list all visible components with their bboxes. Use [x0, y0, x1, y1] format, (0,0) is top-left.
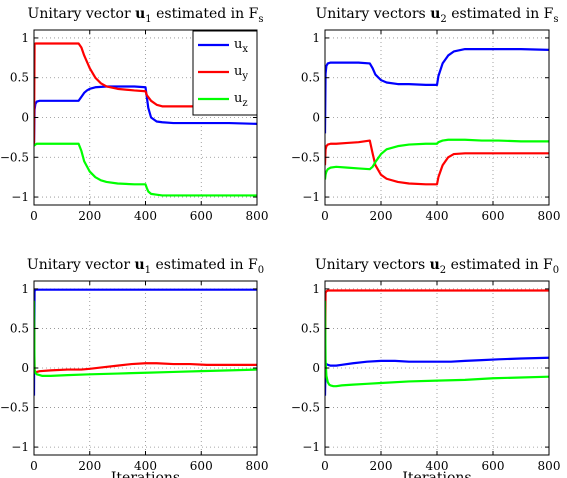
series-line-uz [325, 138, 549, 180]
x-axis-label: Iterations [402, 470, 471, 478]
x-tick-label: 400 [426, 459, 449, 473]
legend-label-base: u [234, 64, 242, 79]
y-tick-label: −0.5 [291, 401, 320, 415]
y-tick-label: 1 [21, 31, 29, 45]
series-line-uy [325, 289, 549, 369]
x-tick-label: 800 [538, 209, 561, 223]
y-tick-label: 0 [21, 111, 29, 125]
y-tick-label: −0.5 [0, 401, 29, 415]
series-line-ux [325, 356, 549, 396]
title-frame-sub: s [553, 14, 558, 25]
title-prefix: Unitary vector [28, 6, 136, 22]
y-tick-label: 0 [312, 361, 320, 375]
title-frame-sub: 0 [553, 265, 559, 276]
title-vector: u [134, 257, 144, 273]
chart-title: Unitary vector u1 estimated in Fs [28, 6, 264, 25]
title-middle: estimated in F [447, 6, 554, 22]
title-prefix: Unitary vector [27, 257, 135, 273]
legend-label: ux [234, 37, 248, 55]
chart-title: Unitary vectors u2 estimated in F0 [315, 257, 559, 276]
y-tick-label: 0 [21, 361, 29, 375]
x-tick-label: 800 [538, 459, 561, 473]
title-vector-sub: 2 [440, 14, 446, 25]
y-tick-label: 0.5 [10, 321, 29, 335]
x-tick-label: 600 [190, 459, 213, 473]
y-tick-label: 0.5 [10, 71, 29, 85]
series-line-ux [325, 47, 549, 134]
title-prefix: Unitary vectors [315, 257, 430, 273]
x-tick-label: 200 [370, 459, 393, 473]
x-tick-label: 0 [321, 459, 329, 473]
legend-label: uz [234, 91, 248, 109]
y-tick-label: −0.5 [0, 150, 29, 164]
title-frame-sub: s [258, 14, 263, 25]
title-middle: estimated in F [446, 257, 553, 273]
title-vector: u [430, 6, 440, 22]
chart-panel-4: 0 200 400 600 800 −1 −0.5 0 0.5 1 Unitary vectors … [291, 257, 561, 478]
series-line-uz [34, 142, 257, 197]
chart-title: Unitary vectors u2 estimated in Fs [315, 6, 558, 25]
x-tick-label: 400 [134, 459, 157, 473]
y-tick-label: −1 [302, 440, 320, 454]
y-tick-label: 1 [312, 282, 320, 296]
title-prefix: Unitary vectors [315, 6, 430, 22]
y-tick-label: 0 [312, 111, 320, 125]
plot-area [34, 281, 257, 455]
title-vector-sub: 1 [145, 14, 151, 25]
y-tick-label: −1 [11, 190, 29, 204]
legend-label-base: u [234, 37, 242, 52]
x-tick-label: 0 [321, 209, 329, 223]
y-tick-label: 1 [312, 31, 320, 45]
series-line-uy [34, 320, 257, 374]
x-tick-label: 800 [246, 209, 269, 223]
x-tick-label: 600 [482, 459, 505, 473]
series-line-uz [34, 300, 257, 378]
y-tick-label: 0.5 [301, 71, 320, 85]
y-tick-label: −1 [11, 440, 29, 454]
x-tick-label: 800 [246, 459, 269, 473]
x-axis-label: Iterations [111, 470, 180, 478]
title-vector: u [135, 6, 145, 22]
legend-label-sub: y [241, 71, 248, 82]
y-tick-label: −1 [302, 190, 320, 204]
x-tick-label: 600 [482, 209, 505, 223]
series-line-ux [34, 288, 257, 396]
chart-title: Unitary vector u1 estimated in F0 [27, 257, 264, 276]
x-tick-label: 0 [30, 209, 38, 223]
x-tick-label: 200 [78, 459, 101, 473]
title-vector-sub: 1 [145, 265, 151, 276]
title-middle: estimated in F [152, 6, 259, 22]
series-line-uz [325, 300, 549, 388]
x-tick-label: 200 [370, 209, 393, 223]
series-line-uy [34, 42, 257, 146]
y-tick-label: −0.5 [291, 150, 320, 164]
legend-label-base: u [234, 91, 242, 106]
title-vector-sub: 2 [440, 265, 446, 276]
x-tick-label: 0 [30, 459, 38, 473]
series-line-uy [325, 139, 549, 186]
series-line-ux [34, 85, 257, 146]
title-frame-sub: 0 [258, 265, 264, 276]
x-tick-label: 400 [134, 209, 157, 223]
legend-label-sub: z [242, 98, 247, 109]
x-tick-label: 200 [78, 209, 101, 223]
legend-label: uy [234, 64, 248, 82]
y-tick-label: 0.5 [301, 321, 320, 335]
x-tick-label: 600 [190, 209, 213, 223]
y-tick-label: 1 [21, 282, 29, 296]
title-vector: u [430, 257, 440, 273]
chart-panel-2: 0 200 400 600 800 −1 −0.5 0 0.5 1 Unitary vectors … [291, 6, 561, 223]
legend-label-sub: x [242, 44, 248, 55]
x-tick-label: 400 [426, 209, 449, 223]
title-middle: estimated in F [151, 257, 258, 273]
